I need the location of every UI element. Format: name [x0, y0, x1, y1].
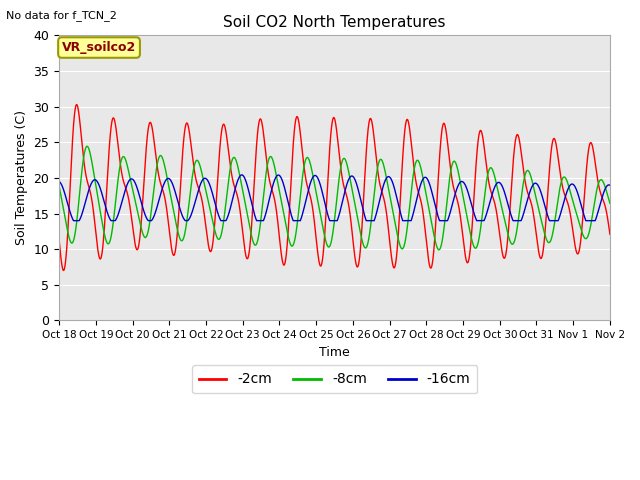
Line: -8cm: -8cm [59, 146, 610, 250]
-16cm [606, 182, 614, 188]
-2cm [55, 237, 63, 243]
-2cm [154, 171, 162, 177]
Line: -2cm: -2cm [59, 105, 610, 270]
-8cm [605, 199, 613, 204]
Y-axis label: Soil Temperatures (C): Soil Temperatures (C) [15, 110, 28, 245]
-8cm [490, 169, 497, 175]
-8cm [606, 201, 614, 206]
-16cm [70, 218, 77, 224]
Legend: -2cm, -8cm, -16cm: -2cm, -8cm, -16cm [192, 365, 477, 393]
Title: Soil CO2 North Temperatures: Soil CO2 North Temperatures [223, 15, 446, 30]
-8cm [55, 183, 63, 189]
-16cm [605, 182, 613, 188]
Line: -16cm: -16cm [59, 175, 610, 221]
-8cm [428, 219, 435, 225]
-16cm [238, 172, 246, 178]
-2cm [458, 228, 466, 233]
-16cm [458, 179, 466, 184]
-16cm [55, 179, 63, 184]
X-axis label: Time: Time [319, 346, 350, 359]
-2cm [605, 228, 613, 234]
-16cm [314, 176, 322, 182]
-16cm [490, 188, 497, 193]
-2cm [490, 196, 497, 202]
-2cm [606, 231, 614, 237]
-8cm [83, 144, 91, 149]
Text: VR_soilco2: VR_soilco2 [62, 41, 136, 54]
-16cm [154, 200, 162, 205]
-2cm [60, 267, 67, 273]
-2cm [73, 102, 81, 108]
-8cm [154, 157, 162, 163]
-8cm [314, 199, 322, 205]
Text: No data for f_TCN_2: No data for f_TCN_2 [6, 10, 117, 21]
-2cm [314, 253, 322, 259]
-8cm [458, 189, 466, 194]
-16cm [428, 188, 435, 194]
-2cm [428, 264, 435, 269]
-8cm [435, 247, 443, 252]
